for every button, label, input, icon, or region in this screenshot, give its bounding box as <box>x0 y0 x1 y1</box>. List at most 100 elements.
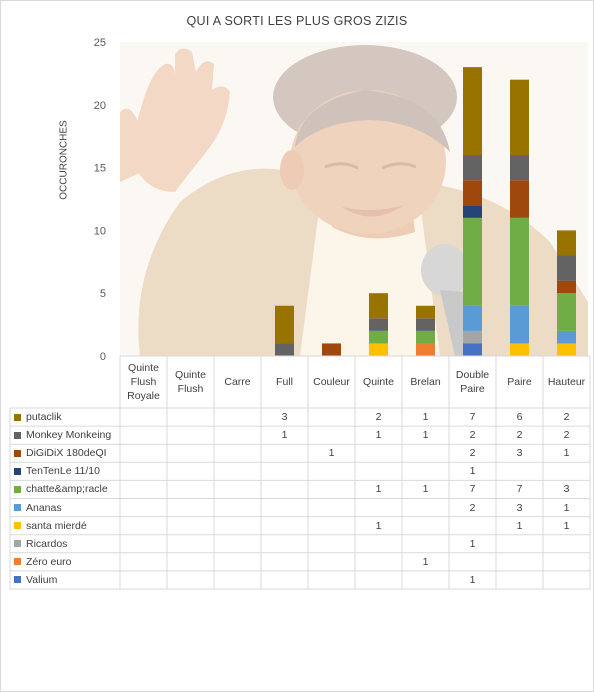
bar-segment <box>557 230 576 256</box>
table-cell-value: 7 <box>469 411 476 423</box>
table-cell-value: 3 <box>281 411 288 423</box>
table-cell-value: 1 <box>563 447 570 460</box>
category-header: Brelan <box>410 376 441 388</box>
legend-row-label: chatte&amp;racle <box>14 480 108 498</box>
bar-segment <box>416 305 435 319</box>
y-tick-label: 5 <box>100 288 106 300</box>
bar-segment <box>557 255 576 281</box>
legend-swatch <box>14 522 21 530</box>
series-name: Ananas <box>26 501 62 514</box>
table-cell-value: 3 <box>563 483 570 496</box>
bar-segment <box>275 305 294 344</box>
legend-row-label: Zéro euro <box>14 553 72 571</box>
table-gridlines <box>9 355 591 590</box>
table-cell-value: 1 <box>469 465 476 478</box>
y-tick-label: 15 <box>94 163 106 175</box>
y-tick-label: 20 <box>94 100 106 112</box>
chart-title: QUI A SORTI LES PLUS GROS ZIZIS <box>186 14 408 28</box>
legend-row-label: putaclik <box>14 408 62 426</box>
table-cell-value: 2 <box>469 429 476 442</box>
series-name: Ricardos <box>26 537 68 550</box>
category-header: Full <box>276 376 293 388</box>
table-cell-value: 1 <box>563 519 570 532</box>
bar-segment <box>463 330 482 344</box>
bar-segment <box>510 180 529 218</box>
table-cell-value: 1 <box>469 573 476 586</box>
legend-row-label: Ricardos <box>14 535 67 553</box>
category-header: Double Paire <box>455 369 490 395</box>
table-cell-value: 2 <box>563 429 570 442</box>
series-name: santa mierdé <box>26 519 87 532</box>
legend-row-label: TenTenLe 11/10 <box>14 462 100 480</box>
table-cell-value: 1 <box>422 555 429 568</box>
bar-segment <box>369 330 388 344</box>
legend-row-label: Ananas <box>14 499 62 517</box>
table-cell-value: 2 <box>563 411 570 423</box>
series-name: chatte&amp;racle <box>26 483 108 496</box>
table-cell-value: 2 <box>375 411 382 423</box>
bar-segment <box>463 180 482 206</box>
table-cell-value: 1 <box>375 483 382 496</box>
bar-segment <box>557 330 576 344</box>
table-cell-value: 1 <box>422 429 429 442</box>
table-cell-value: 1 <box>422 483 429 496</box>
legend-swatch <box>14 449 21 457</box>
bar-segment <box>510 217 529 306</box>
table-cell-value: 1 <box>281 429 288 442</box>
bar-segment <box>463 155 482 181</box>
category-header: Quinte <box>363 376 394 388</box>
bar-segment <box>557 343 576 356</box>
y-tick-label: 0 <box>100 351 106 363</box>
y-tick-label: 10 <box>94 225 106 237</box>
category-header: Quinte Flush <box>175 369 206 395</box>
bar-segment <box>463 205 482 218</box>
bar-segment <box>463 305 482 331</box>
bar-segment <box>510 343 529 356</box>
series-name: Monkey Monkeing <box>26 429 112 442</box>
bar-segment <box>416 318 435 331</box>
bar-segment <box>510 79 529 156</box>
legend-row-label: santa mierdé <box>14 517 87 535</box>
table-cell-value: 1 <box>422 411 429 423</box>
table-cell-value: 1 <box>328 447 335 460</box>
legend-swatch <box>14 576 21 584</box>
legend-swatch <box>14 413 21 421</box>
legend-swatch <box>14 540 21 548</box>
bar-segment <box>463 67 482 156</box>
bar-segment <box>416 330 435 344</box>
series-name: Zéro euro <box>26 555 72 568</box>
bar-segment <box>275 343 294 356</box>
category-header: Hauteur <box>547 376 586 388</box>
table-cell-value: 1 <box>516 519 523 532</box>
bar-segment <box>463 217 482 306</box>
category-header: Paire <box>507 376 532 388</box>
bar-segment <box>369 318 388 331</box>
legend-swatch <box>14 485 21 493</box>
series-name: DiGiDiX 180deQI <box>26 447 107 460</box>
legend-row-label: Monkey Monkeing <box>14 426 111 444</box>
table-cell-value: 7 <box>469 483 476 496</box>
table-cell-value: 2 <box>516 429 523 442</box>
table-cell-value: 1 <box>563 501 570 514</box>
bar-segment <box>369 293 388 319</box>
y-axis-ticks: 0 5 10 15 20 25 <box>94 37 106 363</box>
bars-group <box>275 67 576 356</box>
bar-segment <box>322 343 341 356</box>
bar-segment <box>510 155 529 181</box>
series-name: Valium <box>26 573 58 586</box>
table-cell-value: 7 <box>516 483 523 496</box>
bar-segment <box>369 343 388 356</box>
series-name: putaclik <box>26 411 62 423</box>
table-cell-value: 3 <box>516 447 523 460</box>
category-header: Carre <box>224 376 251 388</box>
legend-row-label: DiGiDiX 180deQI <box>14 444 107 462</box>
legend-swatch <box>14 558 21 566</box>
table-cell-value: 3 <box>516 501 523 514</box>
bar-segment <box>557 280 576 294</box>
legend-row-label: Valium <box>14 571 57 589</box>
category-header: Couleur <box>313 376 350 388</box>
series-name: TenTenLe 11/10 <box>26 465 100 478</box>
legend-swatch <box>14 431 21 439</box>
bar-segment <box>416 343 435 356</box>
